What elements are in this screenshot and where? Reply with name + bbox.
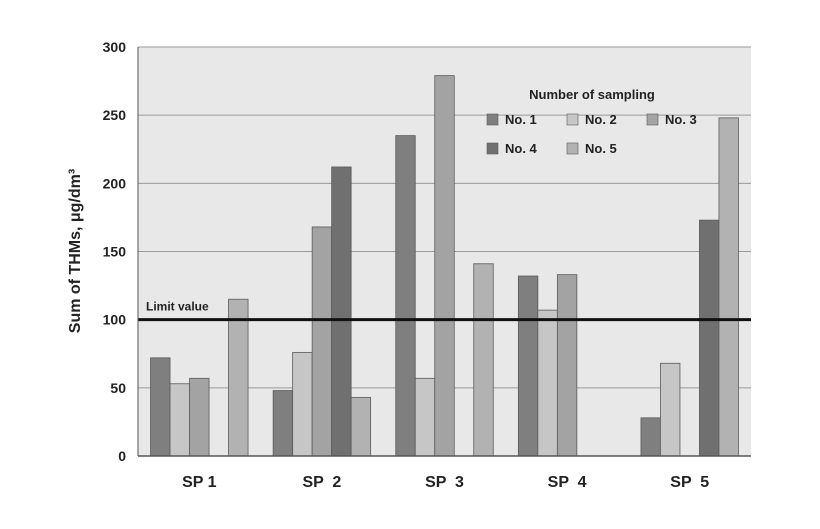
legend-title: Number of sampling <box>529 87 655 102</box>
y-tick-label: 150 <box>103 244 127 260</box>
y-tick-label: 0 <box>118 448 126 464</box>
category-label: SP 2 <box>302 474 341 491</box>
y-tick-label: 300 <box>103 39 127 55</box>
y-tick-label: 250 <box>103 107 127 123</box>
y-tick-label: 200 <box>103 175 127 191</box>
category-label: SP 5 <box>670 474 709 491</box>
bar-no-3-cat-2 <box>311 226 333 457</box>
legend-swatch <box>646 113 659 126</box>
x-category-labels: SP 1 SP 2 SP 3 SP 4 SP 5 <box>182 474 709 491</box>
bars <box>150 75 739 457</box>
legend-swatch <box>566 113 579 126</box>
bar-no-4-cat-2 <box>331 166 352 457</box>
bar-no-5-cat-1 <box>228 298 249 457</box>
bar-no-2-cat-1 <box>169 383 190 457</box>
category-label: SP 4 <box>548 474 587 491</box>
legend-label: No. 3 <box>665 112 697 127</box>
legend: Number of sampling No. 1 No. 2 No. 3 No. 4 N… <box>486 87 697 156</box>
bar-no-2-cat-5 <box>660 362 681 457</box>
y-tick-label: 100 <box>103 312 127 328</box>
bar-no-2-cat-3 <box>414 377 436 457</box>
y-axis-title: Sum of THMs, μg/dm³ <box>67 169 84 333</box>
bar-no-2-cat-2 <box>292 351 313 457</box>
bar-no-5-cat-2 <box>350 396 372 457</box>
bar-no-5-cat-3 <box>473 263 494 457</box>
legend-label: No. 4 <box>505 141 538 156</box>
bar-no-1-cat-3 <box>395 135 416 457</box>
legend-label: No. 2 <box>585 112 617 127</box>
bar-no-3-cat-4 <box>556 274 578 457</box>
bar-no-1-cat-5 <box>640 417 661 457</box>
bar-no-3-cat-1 <box>189 377 210 457</box>
legend-label: No. 5 <box>585 141 617 156</box>
legend-swatch <box>566 142 579 155</box>
bar-no-2-cat-4 <box>537 309 558 457</box>
category-label: SP 1 <box>182 474 217 491</box>
bar-no-1-cat-1 <box>150 357 171 457</box>
legend-swatch <box>486 113 499 126</box>
y-tick-labels: 0 50 100 150 200 250 300 <box>103 39 127 464</box>
bar-no-1-cat-2 <box>272 390 294 457</box>
legend-swatch <box>486 142 499 155</box>
bar-no-4-cat-5 <box>699 219 720 457</box>
y-tick-label: 50 <box>110 380 126 396</box>
bar-no-5-cat-5 <box>718 117 739 457</box>
bar-no-3-cat-3 <box>434 75 455 457</box>
bar-no-1-cat-4 <box>517 275 539 457</box>
legend-label: No. 1 <box>505 112 537 127</box>
category-label: SP 3 <box>425 474 464 491</box>
limit-label: Limit value <box>146 300 209 314</box>
